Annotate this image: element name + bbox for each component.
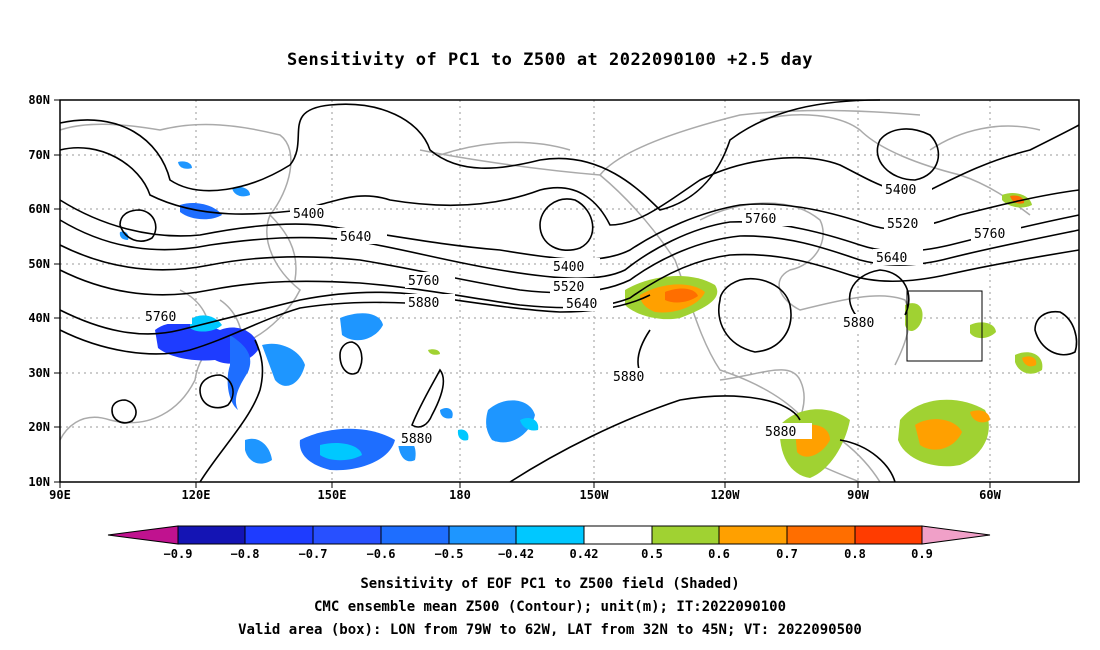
colorbar-label: −0.42	[498, 547, 534, 561]
contour-label: 5760	[145, 310, 176, 325]
colorbar-segment	[380, 525, 450, 545]
lat-label: 80N	[28, 93, 50, 107]
colorbar-segment	[786, 525, 856, 545]
lon-label: 150E	[318, 488, 347, 502]
colorbar-segment	[515, 525, 585, 545]
contour-label: 5520	[887, 217, 918, 232]
lat-label: 50N	[28, 257, 50, 271]
colorbar-label: 0.6	[708, 547, 730, 561]
lat-label: 10N	[28, 475, 50, 489]
contour-label: 5880	[765, 425, 796, 440]
lat-label: 60N	[28, 202, 50, 216]
lon-label: 120E	[182, 488, 211, 502]
lat-label: 30N	[28, 366, 50, 380]
lat-label: 40N	[28, 311, 50, 325]
lon-label: 150W	[580, 488, 610, 502]
colorbar-label: 0.8	[844, 547, 866, 561]
valid-area-box	[906, 290, 983, 362]
map-frame	[59, 99, 1080, 483]
colorbar-arrow-right	[921, 525, 991, 545]
caption-line-2: CMC ensemble mean Z500 (Contour); unit(m…	[313, 599, 786, 615]
colorbar-label: −0.6	[367, 547, 396, 561]
contour-label: 5640	[340, 230, 371, 245]
lon-label: 120W	[711, 488, 741, 502]
contour-label: 5400	[293, 207, 324, 222]
lon-label: 90W	[847, 488, 869, 502]
contour-label: 5640	[566, 297, 597, 312]
colorbar-segment	[583, 525, 653, 545]
z500-contours	[59, 99, 1080, 483]
colorbar-segment	[312, 525, 382, 545]
contour-label: 5400	[553, 260, 584, 275]
lat-label: 20N	[28, 420, 50, 434]
colorbar-label: −0.8	[231, 547, 260, 561]
lon-label: 60W	[979, 488, 1001, 502]
contour-label-group: 5400 5640 5760 5880 5760 5880 5880 5400 …	[142, 181, 1021, 447]
colorbar-segment	[718, 525, 788, 545]
lon-label: 90E	[49, 488, 71, 502]
axis-ticks	[54, 99, 991, 488]
colorbar-segment	[854, 525, 923, 545]
colorbar-label: 0.9	[911, 547, 933, 561]
plot-title: Sensitivity of PC1 to Z500 at 2022090100…	[286, 50, 813, 70]
lon-label: 180	[449, 488, 471, 502]
colorbar-label: −0.5	[435, 547, 464, 561]
colorbar-segment	[448, 525, 517, 545]
caption-line-3: Valid area (box): LON from 79W to 62W, L…	[238, 622, 862, 638]
colorbar-segment	[244, 525, 314, 545]
caption-line-1: Sensitivity of EOF PC1 to Z500 field (Sh…	[360, 576, 740, 592]
colorbar: −0.9 −0.8 −0.7 −0.6 −0.5 −0.42 0.42 0.5 …	[107, 525, 991, 561]
colorbar-label: −0.7	[299, 547, 328, 561]
colorbar-segment	[651, 525, 720, 545]
colorbar-segment	[177, 525, 246, 545]
longitude-labels: 90E 120E 150E 180 150W 120W 90W 60W	[49, 488, 1001, 502]
contour-label: 5640	[876, 251, 907, 266]
negative-sensitivity-shading	[119, 161, 539, 471]
colorbar-label: 0.42	[570, 547, 599, 561]
lat-label: 70N	[28, 148, 50, 162]
contour-label: 5880	[613, 370, 644, 385]
latitude-labels: 80N 70N 60N 50N 40N 30N 20N 10N	[28, 93, 50, 489]
contour-label: 5760	[974, 227, 1005, 242]
contour-label: 5760	[745, 212, 776, 227]
contour-label: 5760	[408, 274, 439, 289]
colorbar-label: 0.5	[641, 547, 663, 561]
colorbar-arrow-left	[107, 525, 179, 545]
colorbar-label: −0.9	[164, 547, 193, 561]
contour-label: 5880	[843, 316, 874, 331]
contour-label: 5520	[553, 280, 584, 295]
colorbar-label: 0.7	[776, 547, 798, 561]
contour-label: 5880	[401, 432, 432, 447]
contour-label: 5880	[408, 296, 439, 311]
contour-label: 5400	[885, 183, 916, 198]
